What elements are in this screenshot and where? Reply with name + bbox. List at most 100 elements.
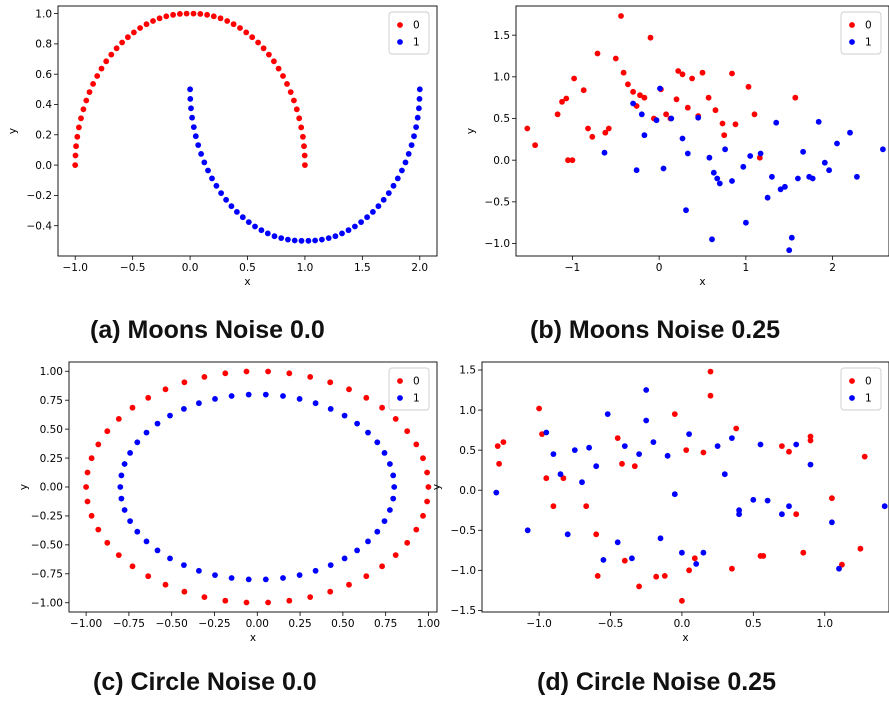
data-point-class-1 [380,196,387,203]
data-point-class-0 [162,386,169,393]
data-point-class-1 [264,230,271,237]
data-point-class-0 [113,45,120,52]
panel-moons-noise-0: −1.0 −0.5 0.0 0.5 1.0 1.5 2.0 −0.4 −0.2 0.0 0.2 0.4… [7,5,438,288]
data-point-class-1 [657,535,664,542]
x-tick-label: 1.5 [354,262,371,274]
y-tick-label: −0.2 [27,190,53,202]
y-tick-label: 1.0 [493,72,510,84]
data-point-class-0 [565,157,571,164]
y-tick-label: 0.6 [35,69,52,81]
data-point-class-1 [327,562,334,568]
data-point-class-1 [117,484,124,490]
y-tick-label: 1.5 [459,365,476,377]
data-point-class-0 [569,157,576,164]
data-point-class-0 [230,21,237,28]
data-point-class-1 [586,444,592,451]
legend-box [388,367,430,411]
data-point-class-0 [266,51,272,58]
data-point-class-1 [234,209,240,215]
data-point-class-1 [786,247,793,254]
data-point-class-0 [786,448,792,455]
data-point-class-1 [641,132,648,139]
data-point-class-1 [408,142,415,149]
data-point-class-0 [719,120,726,127]
legend-box [840,367,882,411]
data-point-class-1 [807,461,814,468]
y-tick-label: 0.0 [493,155,510,167]
data-point-class-1 [387,461,393,467]
data-point-class-1 [493,489,500,496]
data-point-class-1 [671,491,678,498]
data-point-class-0 [424,498,430,505]
data-point-class-1 [571,447,578,453]
data-point-class-1 [736,511,742,518]
data-point-class-1 [312,400,319,407]
data-point-class-0 [291,97,297,104]
data-point-class-0 [559,98,565,105]
data-point-class-1 [564,531,571,538]
data-point-class-0 [119,39,125,46]
data-point-class-1 [332,233,339,240]
data-point-class-0 [550,503,557,510]
y-axis-label: y [465,128,477,134]
y-tick-label: 0.75 [40,395,63,407]
data-point-class-0 [636,583,642,590]
data-point-class-0 [80,106,87,113]
data-point-class-1 [271,233,278,240]
data-point-class-1 [143,538,150,545]
data-point-class-0 [249,34,256,41]
data-point-class-1 [167,412,173,419]
data-point-class-0 [625,81,631,88]
data-point-class-1 [262,391,269,398]
data-point-class-0 [683,447,690,453]
data-point-class-1 [604,411,611,417]
legend-marker-0 [397,378,403,384]
data-point-class-1 [143,429,150,436]
data-point-class-0 [222,370,229,377]
data-point-class-0 [807,437,814,444]
data-point-class-1 [345,227,352,234]
x-tick-label: 2.0 [411,262,428,274]
panel-circle-noise-0: −1.00 −0.75 −0.50 −0.25 0.00 0.25 0.50 0.75 1.00… [18,361,440,644]
data-point-class-0 [691,555,698,562]
data-point-class-0 [150,18,156,24]
data-point-class-1 [795,175,801,182]
data-point-class-0 [125,34,131,41]
data-point-class-1 [777,186,784,193]
data-point-class-0 [243,368,250,375]
data-point-class-1 [743,219,749,226]
data-point-class-1 [213,182,220,189]
data-point-class-1 [764,194,771,201]
data-point-class-0 [108,51,115,58]
data-point-class-0 [302,162,308,169]
data-point-class-1 [187,96,194,102]
data-point-class-1 [826,167,832,174]
x-tick-label: −1.0 [526,618,552,630]
data-point-class-1 [416,86,423,93]
legend-box [388,11,430,55]
data-point-class-1 [167,555,173,562]
legend-label-0: 0 [413,20,420,32]
data-point-class-1 [660,165,667,172]
data-point-class-1 [788,234,795,241]
data-point-class-1 [880,146,886,153]
data-point-class-1 [252,223,258,230]
data-point-class-1 [181,406,187,412]
data-point-class-1 [750,496,757,503]
data-point-class-1 [757,150,764,157]
y-tick-label: 0.00 [40,482,63,494]
data-point-class-0 [293,106,300,113]
caption-a: (a) Moons Noise 0.0 [90,316,325,344]
data-point-class-0 [284,81,290,87]
data-point-class-1 [664,452,671,459]
data-point-class-1 [365,538,371,545]
data-point-class-1 [716,180,723,187]
data-point-class-1 [390,182,397,189]
data-point-class-1 [740,163,747,170]
data-point-class-1 [198,151,205,157]
legend-label-0: 0 [865,376,872,388]
data-point-class-1 [327,406,334,412]
data-point-class-1 [121,461,128,467]
legend-label-0: 0 [413,376,420,388]
data-point-class-0 [707,368,714,375]
